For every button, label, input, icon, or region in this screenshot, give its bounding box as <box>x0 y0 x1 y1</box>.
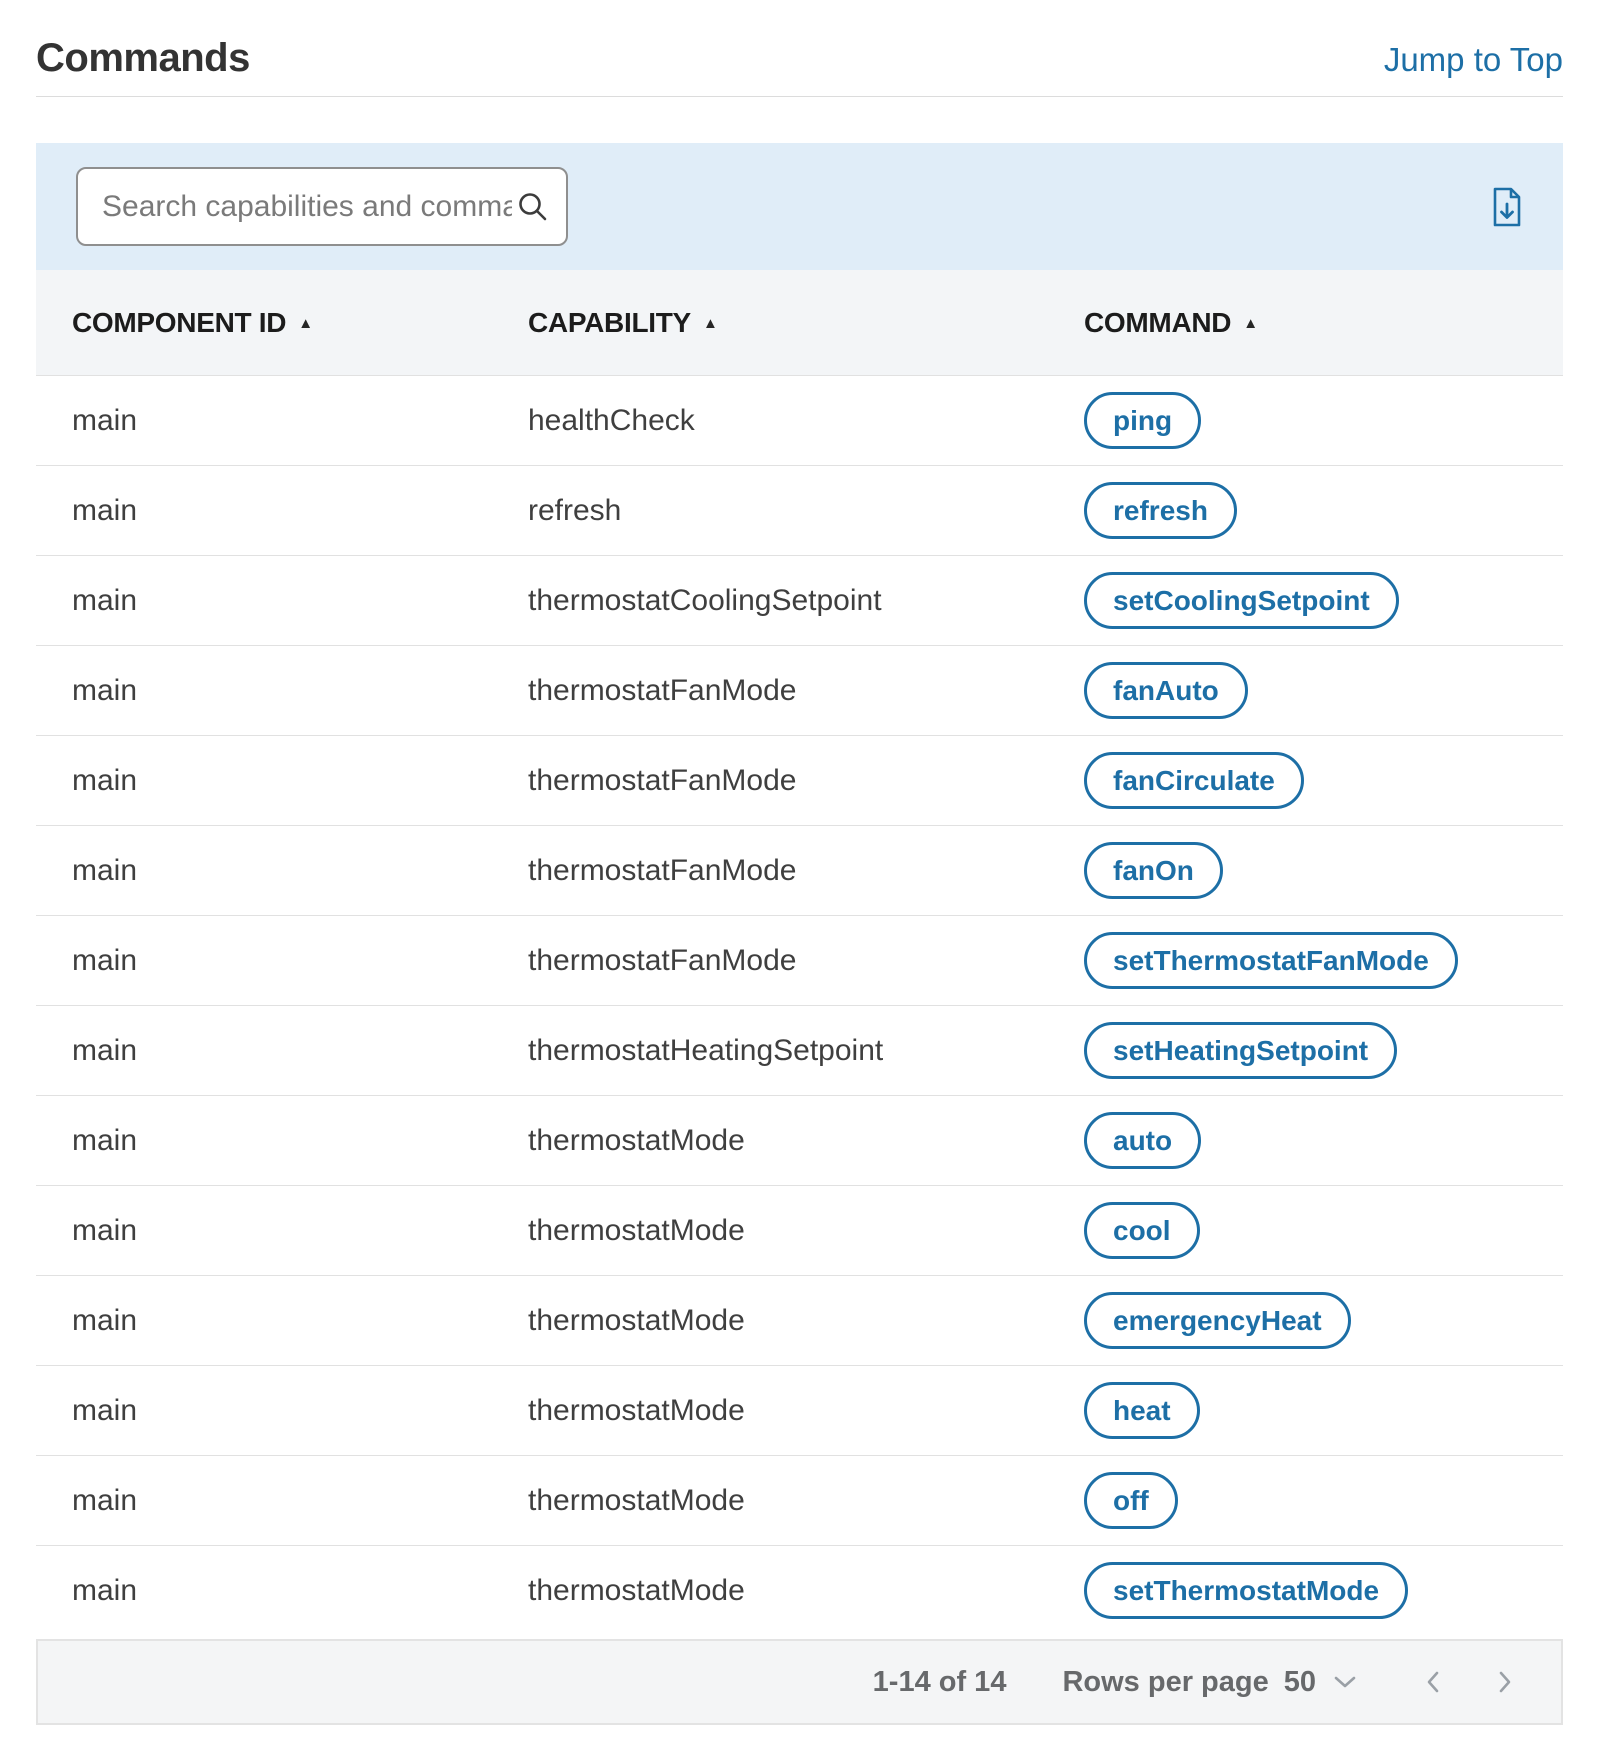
command-pill[interactable]: ping <box>1084 392 1202 449</box>
cell-component-id: main <box>72 943 138 977</box>
next-page-button[interactable] <box>1495 1668 1515 1696</box>
cell-component-id: main <box>72 493 138 527</box>
cell-capability: thermostatMode <box>528 1303 745 1337</box>
cell-capability: refresh <box>528 493 622 527</box>
cell-capability: thermostatMode <box>528 1123 745 1157</box>
table-row: main thermostatMode cool <box>36 1185 1563 1275</box>
command-pill[interactable]: heat <box>1084 1382 1200 1439</box>
column-sort-command[interactable]: COMMAND ▲ <box>1084 307 1563 339</box>
table-row: main thermostatFanMode fanAuto <box>36 645 1563 735</box>
sort-asc-icon: ▲ <box>298 315 313 332</box>
column-label: COMMAND <box>1084 306 1232 338</box>
cell-component-id: main <box>72 1393 138 1427</box>
jump-to-top-link[interactable]: Jump to Top <box>1383 41 1563 79</box>
table-row: main thermostatMode emergencyHeat <box>36 1275 1563 1365</box>
pagination-bar: 1-14 of 14 Rows per page 50 <box>36 1639 1563 1725</box>
cell-capability: thermostatFanMode <box>528 853 797 887</box>
file-download-icon <box>1487 186 1527 228</box>
sort-asc-icon: ▲ <box>1243 315 1258 332</box>
cell-capability: thermostatMode <box>528 1483 745 1517</box>
command-pill[interactable]: setCoolingSetpoint <box>1084 572 1399 629</box>
table-row: main thermostatHeatingSetpoint setHeatin… <box>36 1005 1563 1095</box>
cell-component-id: main <box>72 1573 138 1607</box>
cell-capability: thermostatFanMode <box>528 763 797 797</box>
search-box <box>76 167 568 246</box>
search-input[interactable] <box>78 189 516 224</box>
pagination-range: 1-14 of 14 <box>872 1665 1007 1698</box>
cell-capability: thermostatHeatingSetpoint <box>528 1033 884 1067</box>
cell-capability: thermostatMode <box>528 1573 745 1607</box>
rows-per-page-value: 50 <box>1283 1665 1316 1698</box>
download-button[interactable] <box>1487 186 1527 228</box>
table-header-row: COMPONENT ID ▲ CAPABILITY ▲ COMMAND ▲ <box>36 270 1563 375</box>
command-pill[interactable]: emergencyHeat <box>1084 1292 1351 1349</box>
table-row: main thermostatFanMode fanOn <box>36 825 1563 915</box>
cell-component-id: main <box>72 853 138 887</box>
command-pill[interactable]: fanCirculate <box>1084 752 1304 809</box>
table-row: main thermostatMode auto <box>36 1095 1563 1185</box>
table-row: main thermostatMode off <box>36 1455 1563 1545</box>
command-pill[interactable]: off <box>1084 1472 1178 1529</box>
command-pill[interactable]: setThermostatMode <box>1084 1562 1409 1619</box>
previous-page-button[interactable] <box>1423 1668 1443 1696</box>
cell-component-id: main <box>72 1033 138 1067</box>
chevron-right-icon <box>1495 1668 1515 1696</box>
cell-component-id: main <box>72 583 138 617</box>
search-toolbar <box>36 143 1563 270</box>
cell-capability: thermostatFanMode <box>528 673 797 707</box>
cell-component-id: main <box>72 673 138 707</box>
chevron-left-icon <box>1423 1668 1443 1696</box>
table-row: main thermostatCoolingSetpoint setCoolin… <box>36 555 1563 645</box>
column-sort-capability[interactable]: CAPABILITY ▲ <box>528 307 1084 339</box>
command-pill[interactable]: auto <box>1084 1112 1202 1169</box>
section-header: Commands Jump to Top <box>36 0 1563 97</box>
table-row: main thermostatMode setThermostatMode <box>36 1545 1563 1635</box>
column-label: CAPABILITY <box>528 306 691 338</box>
column-label: COMPONENT ID <box>72 306 287 338</box>
cell-component-id: main <box>72 1483 138 1517</box>
rows-per-page-select[interactable]: Rows per page 50 <box>1062 1666 1359 1699</box>
cell-capability: thermostatFanMode <box>528 943 797 977</box>
rows-per-page-label: Rows per page <box>1062 1665 1269 1698</box>
cell-capability: healthCheck <box>528 403 695 437</box>
table-row: main healthCheck ping <box>36 375 1563 465</box>
page-title: Commands <box>36 36 250 80</box>
cell-component-id: main <box>72 403 138 437</box>
command-pill[interactable]: setHeatingSetpoint <box>1084 1022 1398 1079</box>
table-row: main thermostatFanMode setThermostatFanM… <box>36 915 1563 1005</box>
command-pill[interactable]: cool <box>1084 1202 1200 1259</box>
cell-component-id: main <box>72 1123 138 1157</box>
cell-component-id: main <box>72 1213 138 1247</box>
search-icon[interactable] <box>516 190 550 224</box>
chevron-down-icon <box>1331 1673 1359 1691</box>
command-pill[interactable]: fanAuto <box>1084 662 1248 719</box>
command-pill[interactable]: refresh <box>1084 482 1237 539</box>
cell-capability: thermostatCoolingSetpoint <box>528 583 882 617</box>
cell-capability: thermostatMode <box>528 1213 745 1247</box>
table-row: main refresh refresh <box>36 465 1563 555</box>
table-body: main healthCheck ping main refresh refre… <box>36 375 1563 1635</box>
sort-asc-icon: ▲ <box>702 315 718 332</box>
command-pill[interactable]: fanOn <box>1084 842 1223 899</box>
cell-component-id: main <box>72 1303 138 1337</box>
table-row: main thermostatMode heat <box>36 1365 1563 1455</box>
column-sort-component-id[interactable]: COMPONENT ID ▲ <box>72 307 528 339</box>
cell-component-id: main <box>72 763 138 797</box>
table-row: main thermostatFanMode fanCirculate <box>36 735 1563 825</box>
cell-capability: thermostatMode <box>528 1393 745 1427</box>
command-pill[interactable]: setThermostatFanMode <box>1084 932 1458 989</box>
